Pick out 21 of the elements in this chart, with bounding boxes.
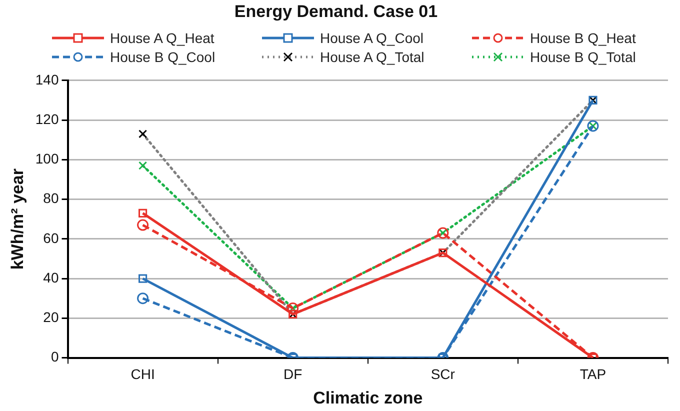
legend-label: House A Q_Heat	[110, 30, 214, 46]
x-axis-title: Climatic zone	[313, 388, 423, 408]
x-tick-label: CHI	[130, 366, 155, 382]
y-axis-title: kWh/m² year	[8, 168, 27, 270]
y-tick-label: 20	[43, 309, 59, 326]
chart-title: Energy Demand. Case 01	[234, 2, 438, 21]
x-tick-label: SCr	[430, 366, 456, 382]
legend-label: House B Q_Heat	[530, 30, 636, 46]
y-tick-label: 80	[43, 190, 59, 206]
legend-label: House A Q_Total	[320, 49, 424, 65]
y-tick-label: 60	[43, 230, 59, 246]
legend-label: House B Q_Total	[530, 49, 636, 65]
y-tick-label: 140	[35, 71, 59, 88]
x-tick-label: TAP	[580, 366, 606, 382]
legend-label: House A Q_Cool	[320, 30, 424, 46]
y-tick-label: 120	[35, 110, 59, 127]
legend-label: House B Q_Cool	[110, 49, 216, 65]
y-tick-label: 40	[43, 269, 59, 286]
y-tick-label: 100	[35, 150, 59, 167]
y-tick-label: 0	[50, 348, 59, 365]
x-tick-label: DF	[284, 366, 302, 382]
